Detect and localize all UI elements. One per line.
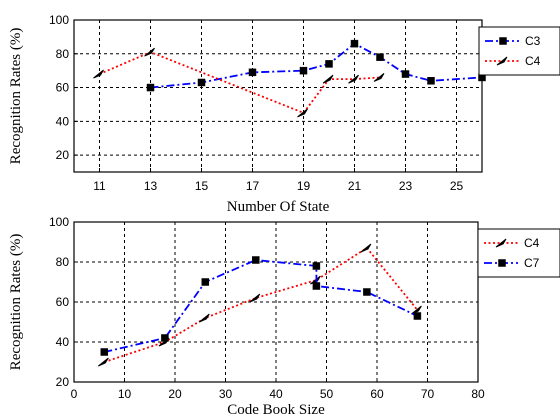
x-tick-label: 70: [421, 387, 435, 401]
series-line-c7: [104, 259, 418, 353]
legend-label-c3: C3: [525, 34, 541, 48]
data-point-c3: [146, 83, 155, 92]
series-c3: [146, 39, 486, 92]
data-point-c7: [363, 288, 371, 296]
y-tick-label: 60: [56, 295, 70, 309]
y-axis-label: Recognition Rates (%): [8, 234, 24, 371]
data-point-c7: [161, 334, 169, 342]
x-tick-label: 60: [370, 387, 384, 401]
y-tick-label: 60: [56, 81, 70, 95]
y-tick-label: 100: [49, 215, 69, 229]
x-tick-label: 50: [320, 387, 334, 401]
legend-box: [478, 26, 560, 76]
legend-marker-c7: [498, 259, 506, 267]
series-line-c4: [104, 246, 419, 363]
data-point-c3: [248, 68, 257, 77]
data-point-c3: [401, 70, 410, 78]
series-c7: [100, 256, 422, 356]
x-tick-label: 20: [168, 387, 182, 401]
data-point-c3: [325, 60, 333, 68]
x-tick-label: 10: [118, 387, 132, 401]
data-point-c4: [144, 47, 155, 57]
legend-box: [477, 228, 560, 278]
x-tick-label: 21: [348, 179, 362, 193]
series-line-c3: [150, 42, 483, 89]
data-point-c4: [93, 69, 104, 79]
legend-marker-c4: [495, 238, 507, 248]
data-point-c4: [360, 243, 372, 253]
x-tick-label: 23: [399, 179, 413, 193]
data-point-c7: [201, 278, 210, 286]
data-point-c3: [350, 39, 359, 48]
y-tick-label: 20: [56, 148, 70, 162]
y-tick-label: 40: [56, 114, 70, 128]
plot-frame: [73, 19, 483, 173]
data-point-c4: [198, 313, 210, 323]
legend-marker-c3: [499, 37, 507, 45]
data-point-c7: [312, 282, 321, 290]
x-tick-label: 0: [71, 387, 78, 401]
data-point-c7: [312, 262, 321, 270]
data-point-c3: [427, 77, 435, 85]
y-axis-label: Recognition Rates (%): [8, 28, 24, 165]
data-point-c4: [348, 74, 359, 84]
legend-label-c4: C4: [525, 54, 541, 68]
series-line-c4: [99, 51, 381, 114]
data-point-c4: [373, 73, 385, 82]
y-tick-label: 80: [56, 47, 70, 61]
legend-marker-c4: [496, 56, 508, 66]
y-tick-label: 20: [56, 375, 70, 389]
data-point-c3: [197, 78, 206, 87]
y-tick-label: 80: [56, 255, 70, 269]
x-tick-label: 25: [450, 179, 464, 193]
legend-label-c4: C4: [524, 236, 540, 250]
data-point-c4: [322, 74, 334, 84]
data-point-c4: [297, 108, 308, 118]
x-tick-label: 15: [195, 179, 209, 193]
series-c4: [97, 243, 422, 367]
chart-2: 0 10 20 30 40 50 60 70 80 20 40 60 80 100 Code Book Si…: [8, 215, 560, 418]
grid: [74, 20, 482, 172]
data-point-c3: [376, 53, 384, 61]
x-tick-label: 13: [144, 179, 158, 193]
x-tick-label: 19: [297, 179, 311, 193]
data-point-c4: [97, 357, 109, 367]
x-tick-label: 80: [471, 387, 485, 401]
data-point-c3: [299, 66, 308, 75]
x-tick-label: 30: [219, 387, 233, 401]
y-tick-label: 40: [56, 335, 70, 349]
y-tick-label: 100: [49, 13, 69, 27]
x-tick-label: 11: [93, 179, 106, 193]
data-point-c7: [252, 256, 260, 264]
x-axis-label: Code Book Size: [227, 402, 325, 418]
grid: [74, 222, 478, 382]
x-tick-label: 17: [246, 179, 260, 193]
data-point-c7: [100, 348, 109, 356]
x-axis-label: Number Of State: [227, 199, 330, 215]
chart-1: 11 13 15 17 19 21 23 25 20 40 60 80 100 Number Of Sta…: [8, 13, 560, 215]
series-c4: [93, 47, 385, 118]
legend-label-c7: C7: [524, 256, 540, 270]
data-point-c7: [413, 312, 422, 320]
x-tick-label: 40: [269, 387, 283, 401]
data-point-c4: [249, 293, 261, 303]
